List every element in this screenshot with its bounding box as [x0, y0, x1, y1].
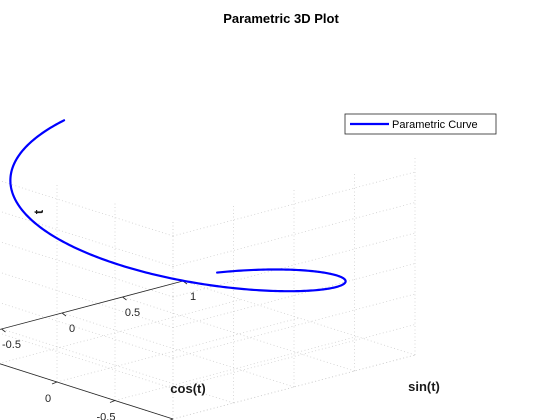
- y-axis-label: sin(t): [408, 379, 440, 394]
- y-tick-label: -0.5: [2, 339, 21, 351]
- legend-box: [344, 113, 497, 135]
- floor-grid-line: [56, 317, 300, 383]
- y-axis-line: [0, 280, 184, 330]
- x-tick-label: -0.5: [97, 412, 116, 420]
- ticks-layer: -1-0.500.51-1-0.500.510123456: [2, 291, 196, 420]
- floor-grid-line: [61, 312, 295, 388]
- x-tick-mark: [169, 418, 174, 420]
- legend: Parametric Curve: [344, 113, 497, 135]
- y-tick-label: 1: [190, 291, 196, 303]
- parametric-curve-line: [9, 119, 347, 293]
- floor-grid-line: [122, 296, 355, 372]
- x-tick-mark: [109, 400, 116, 403]
- x-tick-mark: [51, 381, 58, 385]
- y-tick-label: 0.5: [125, 307, 140, 319]
- x-axis-label: cos(t): [170, 381, 205, 396]
- y-tick-mark: [122, 296, 127, 301]
- side-wall-grid-line: [0, 241, 174, 298]
- legend-entry: Parametric Curve: [392, 119, 478, 131]
- y-tick-mark: [1, 328, 6, 333]
- chart-title: Parametric 3D Plot: [223, 11, 339, 26]
- y-tick-label: 0: [69, 323, 75, 335]
- floor-grid-line: [0, 280, 184, 330]
- y-tick-mark: [61, 312, 67, 317]
- side-wall-grid-line: [0, 332, 174, 389]
- side-wall-grid-line: [0, 210, 174, 267]
- axes-layer: [0, 280, 188, 420]
- grid-layer: [0, 156, 416, 420]
- z-axis-label: t: [31, 209, 46, 214]
- side-wall-grid-line: [0, 180, 174, 237]
- x-tick-label: 0: [45, 393, 51, 405]
- floor-grid-line: [114, 336, 358, 401]
